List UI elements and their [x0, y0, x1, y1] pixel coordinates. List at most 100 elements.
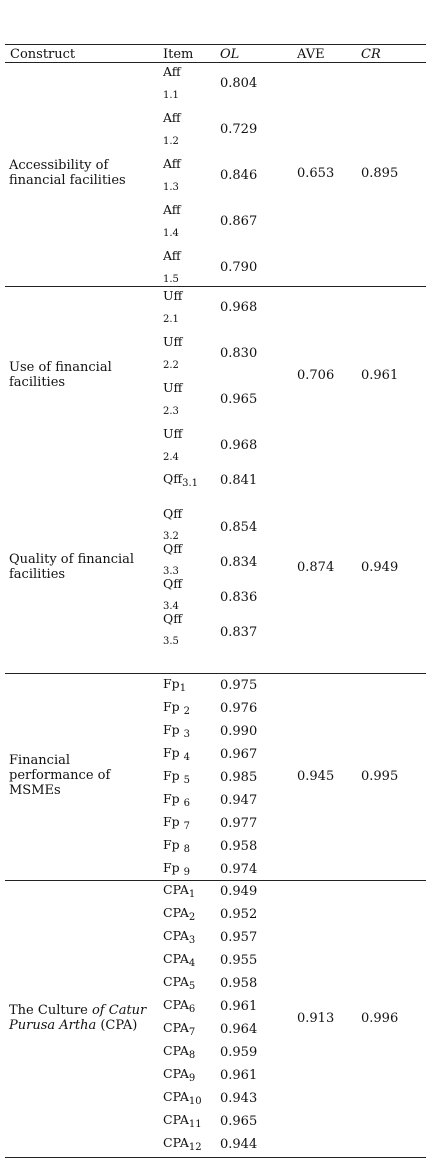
ol-value: 0.790	[220, 260, 258, 275]
section-rule	[5, 673, 426, 674]
header-construct: Construct	[10, 47, 76, 62]
item-subscript: 1.4	[163, 228, 179, 239]
item-label: Qff	[163, 506, 182, 521]
construct-line: MSMEs	[9, 783, 61, 798]
item-label: CPA1	[163, 882, 195, 900]
header-ol: OL	[220, 47, 240, 62]
item-code: Aff	[163, 202, 181, 217]
item-subscript: 2.4	[163, 452, 179, 463]
item-code: Fp	[163, 745, 184, 760]
ol-value: 0.990	[220, 724, 258, 739]
construct-line: facilities	[9, 567, 66, 582]
ol-value: 0.958	[220, 839, 258, 854]
cr-value: 0.949	[361, 560, 399, 575]
item-code: Qff	[163, 611, 183, 626]
header-item: Item	[163, 47, 194, 62]
item-subscript: 2	[183, 706, 191, 717]
item-code: Fp	[163, 676, 180, 691]
ol-value: 0.949	[220, 884, 258, 899]
item-label: CPA12	[163, 1135, 202, 1153]
ol-value: 0.974	[220, 862, 258, 877]
item-label: Qff3.1	[163, 471, 198, 489]
item-code: CPA	[163, 997, 189, 1012]
ol-value: 0.943	[220, 1091, 258, 1106]
item-code: Aff	[163, 156, 181, 171]
item-subscript: 11	[188, 1119, 202, 1130]
ol-value: 0.841	[220, 473, 258, 488]
ol-value: 0.958	[220, 976, 258, 991]
item-label: CPA7	[163, 1020, 196, 1038]
item-code: Aff	[163, 248, 181, 263]
item-code: Qff	[163, 541, 183, 556]
item-code: Fp	[163, 768, 184, 783]
item-subscript: 3.4	[163, 601, 179, 612]
item-label: Fp 4	[163, 745, 190, 763]
item-subscript: 10	[188, 1096, 202, 1107]
item-subscript: 6	[188, 1004, 196, 1015]
ol-value: 0.985	[220, 770, 258, 785]
item-label: Fp 2	[163, 699, 191, 717]
item-code: Uff	[163, 288, 183, 303]
ol-value: 0.968	[220, 438, 258, 453]
item-subscript: 4	[188, 958, 196, 969]
ol-value: 0.977	[220, 816, 258, 831]
item-label: Aff	[163, 202, 181, 217]
item-label: Fp 6	[163, 791, 190, 809]
ave-value: 0.874	[297, 560, 335, 575]
item-code: Uff	[163, 426, 183, 441]
item-label: Qff	[163, 611, 182, 626]
item-label: Uff	[163, 426, 182, 441]
item-subscript: 2.2	[163, 360, 179, 371]
item-code: Qff	[163, 471, 183, 486]
item-subscript: 1.3	[163, 182, 179, 193]
construct-line: Use of financial	[9, 360, 112, 375]
item-code: Qff	[163, 506, 183, 521]
construct-label: The Culture of Catur Purusa Artha (CPA)	[9, 1003, 146, 1033]
item-label: Fp 8	[163, 837, 191, 855]
ave-value: 0.653	[297, 166, 335, 181]
item-subscript: 7	[188, 1027, 196, 1038]
construct-label: Use of financial facilities	[9, 360, 112, 390]
ol-value: 0.952	[220, 907, 258, 922]
construct-line: financial facilities	[9, 173, 126, 188]
item-subscript: 2.1	[163, 314, 179, 325]
item-code: CPA	[163, 1089, 189, 1104]
item-label: CPA9	[163, 1066, 195, 1084]
item-label: Aff	[163, 248, 181, 263]
construct-line: Financial	[9, 753, 71, 768]
item-code: CPA	[163, 1135, 189, 1150]
item-code: Fp	[163, 699, 184, 714]
item-code: CPA	[163, 974, 189, 989]
item-label: CPA4	[163, 951, 196, 969]
ol-value: 0.836	[220, 590, 258, 605]
item-label: CPA2	[163, 905, 196, 923]
item-code: CPA	[163, 905, 189, 920]
ol-value: 0.944	[220, 1137, 258, 1152]
item-subscript: 1.5	[163, 274, 179, 285]
construct-label: Financial performance of MSMEs	[9, 753, 110, 798]
item-label: Fp 7	[163, 814, 190, 832]
item-code: CPA	[163, 1112, 189, 1127]
ol-value: 0.854	[220, 520, 258, 535]
item-code: Uff	[163, 380, 183, 395]
cr-value: 0.996	[361, 1011, 399, 1026]
item-subscript: 2.3	[163, 406, 179, 417]
item-label: Aff	[163, 156, 181, 171]
item-subscript: 8	[183, 844, 191, 855]
ave-value: 0.945	[297, 769, 335, 784]
item-subscript: 3	[183, 729, 191, 740]
item-label: Aff	[163, 110, 181, 125]
item-code: Fp	[163, 837, 184, 852]
ol-value: 0.967	[220, 747, 258, 762]
header-bottom-rule	[5, 62, 426, 63]
ol-value: 0.975	[220, 678, 258, 693]
item-label: Qff	[163, 541, 182, 556]
ol-value: 0.846	[220, 168, 258, 183]
construct-label: Quality of financial facilities	[9, 552, 134, 582]
ol-value: 0.961	[220, 1068, 258, 1083]
ol-value: 0.837	[220, 625, 258, 640]
item-subscript: 2	[188, 912, 196, 923]
header-ave: AVE	[297, 47, 325, 62]
ol-value: 0.955	[220, 953, 258, 968]
item-subscript: 1	[179, 683, 187, 694]
